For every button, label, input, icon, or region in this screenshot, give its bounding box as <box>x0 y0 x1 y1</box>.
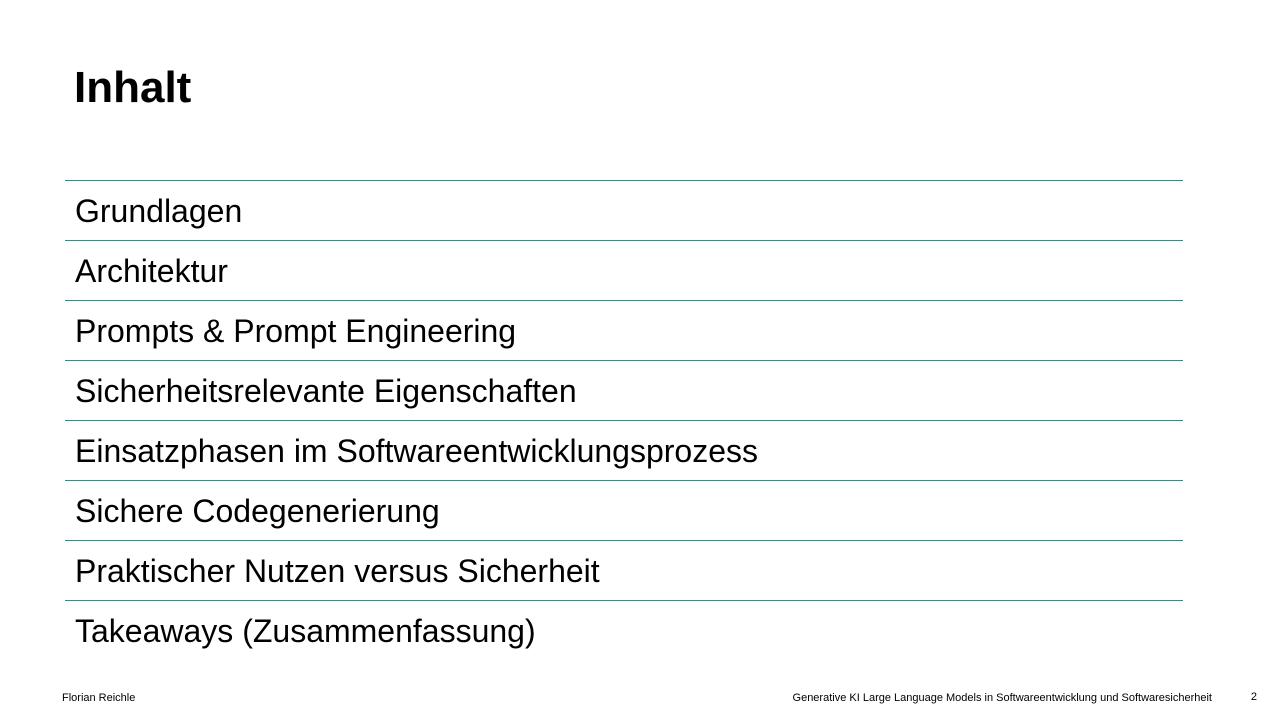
toc-item-einsatzphasen: Einsatzphasen im Softwareentwicklungspro… <box>65 421 1183 481</box>
toc-item-takeaways: Takeaways (Zusammenfassung) <box>75 612 536 649</box>
footer-presentation-title: Generative KI Large Language Models in S… <box>792 692 1212 704</box>
toc-item-sicherheitsrelevante-eigenschaften: Sicherheitsrelevante Eigenschaften <box>65 361 1183 421</box>
slide-title: Inhalt <box>74 63 192 112</box>
toc-item-praktischer-nutzen: Praktischer Nutzen versus Sicherheit <box>65 541 1183 601</box>
toc-item-sichere-codegenerierung: Sichere Codegenerierung <box>65 481 1183 541</box>
toc-item-prompts: Prompts & Prompt Engineering <box>65 301 1183 361</box>
table-of-contents: Grundlagen Architektur Prompts & Prompt … <box>65 180 1183 660</box>
toc-item-grundlagen: Grundlagen <box>65 181 1183 241</box>
footer-author: Florian Reichle <box>62 692 136 704</box>
toc-item-architektur: Architektur <box>65 241 1183 301</box>
page-number: 2 <box>1250 691 1257 703</box>
